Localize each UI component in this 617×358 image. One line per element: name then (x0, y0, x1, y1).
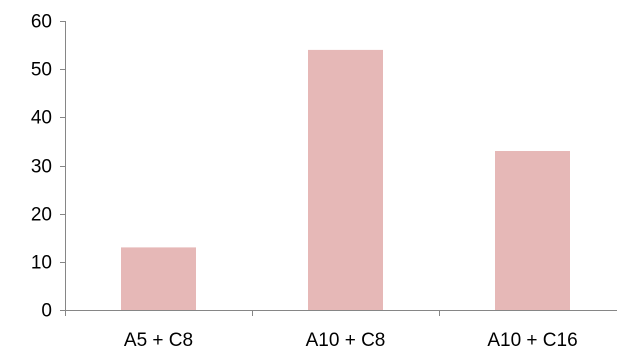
y-tick-label-50: 50 (31, 60, 52, 81)
bars-layer (121, 49, 570, 311)
bar-a10-c8 (308, 49, 383, 311)
bar-a10-c16 (495, 151, 570, 310)
y-tick-label-0: 0 (41, 301, 52, 322)
y-tick-label-60: 60 (31, 12, 52, 33)
y-tick-label-30: 30 (31, 157, 52, 178)
x-tick-label-a10-c8: A10 + C8 (306, 330, 386, 351)
labels-layer: 0 10 20 30 40 50 60 A5 + C8 A10 + C8 A10 + C16 (31, 12, 578, 352)
y-tick-label-10: 10 (31, 253, 52, 274)
x-tick-label-a10-c16: A10 + C16 (487, 330, 577, 351)
y-tick-label-40: 40 (31, 108, 52, 129)
bar-a5-c8 (121, 247, 196, 310)
axes-layer (60, 21, 617, 316)
x-tick-label-a5-c8: A5 + C8 (124, 330, 193, 351)
y-tick-label-20: 20 (31, 205, 52, 226)
